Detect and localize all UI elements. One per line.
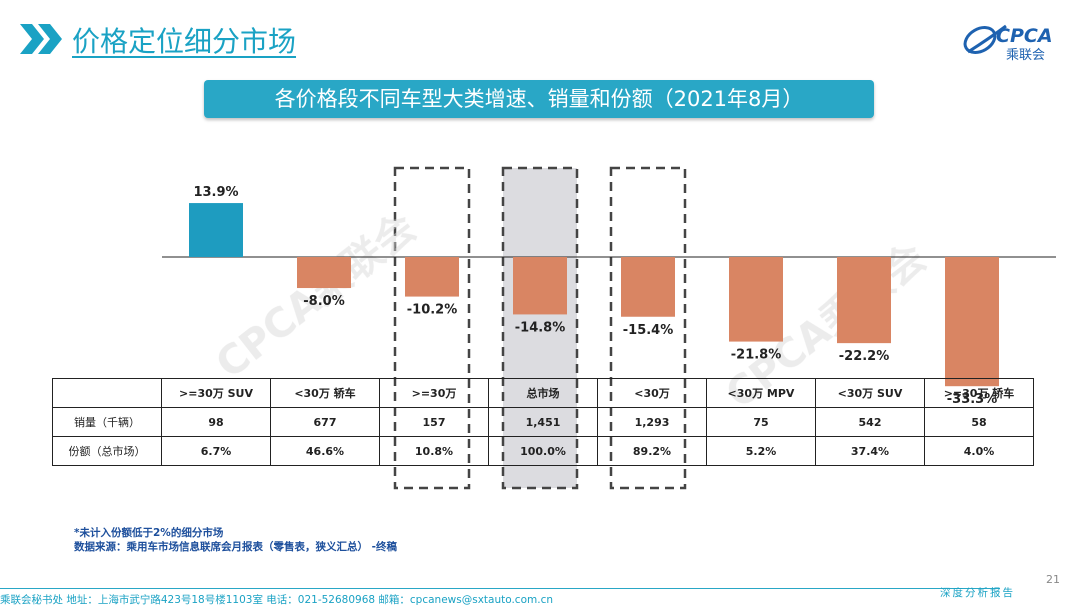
chart-subtitle: 各价格段不同车型大类增速、销量和份额（2021年8月）	[204, 80, 874, 118]
table-header-cell-0: >=30万 SUV	[161, 378, 271, 408]
bar-label-5: -21.8%	[731, 348, 782, 363]
bar-1	[297, 257, 351, 289]
table-cell: 5.2%	[706, 436, 816, 466]
bar-label-0: 13.9%	[193, 185, 238, 200]
bar-6	[837, 257, 891, 344]
table-cell: 75	[706, 407, 816, 437]
table-row-label: 销量（千辆）	[52, 407, 162, 437]
bar-label-6: -22.2%	[839, 349, 890, 364]
bar-label-1: -8.0%	[303, 294, 344, 309]
table-row-label: 份额（总市场）	[52, 436, 162, 466]
table-cell: 37.4%	[815, 436, 925, 466]
bar-label-4: -15.4%	[623, 323, 674, 338]
table-cell: 1,293	[597, 407, 707, 437]
table-cell: 157	[379, 407, 489, 437]
report-tag: 深度分析报告	[940, 587, 1015, 599]
logo-subtext: 乘联会	[1006, 48, 1045, 63]
table-cell: 542	[815, 407, 925, 437]
table-header-cell-4: <30万	[597, 378, 707, 408]
bar-4	[621, 257, 675, 317]
bar-label-2: -10.2%	[407, 303, 458, 318]
table-header-cell-6: <30万 SUV	[815, 378, 925, 408]
table-header-row: >=30万 SUV <30万 轿车 >=30万 总市场 <30万 <30万 MPV <30万…	[52, 378, 1034, 408]
table-header-cell-7: >=30万 轿车	[924, 378, 1034, 408]
table-header-cell-3: 总市场	[488, 378, 598, 408]
table-row-sales: 销量（千辆） 98 677 157 1,451 1,293 75 542 58	[52, 407, 1034, 437]
table-cell: 6.7%	[161, 436, 271, 466]
footer-divider	[0, 588, 1000, 589]
table-corner-cell	[52, 378, 162, 408]
bar-label-3: -14.8%	[515, 320, 566, 335]
data-table: >=30万 SUV <30万 轿车 >=30万 总市场 <30万 <30万 MPV <30万…	[52, 378, 1034, 466]
cpca-logo: CPCA 乘联会	[963, 24, 1053, 63]
notes: *未计入份额低于2%的细分市场 数据来源：乘用车市场信息联席会月报表（零售表，狭…	[74, 526, 397, 554]
note-exclusion: *未计入份额低于2%的细分市场	[74, 527, 224, 539]
chevron-icons	[20, 24, 62, 54]
table-cell: 98	[161, 407, 271, 437]
note-source: 数据来源：乘用车市场信息联席会月报表（零售表，狭义汇总） -终稿	[74, 541, 398, 553]
bar-7	[945, 257, 999, 387]
page-number: 21	[1046, 573, 1060, 586]
table-header-cell-5: <30万 MPV	[706, 378, 816, 408]
bar-5	[729, 257, 783, 342]
table-cell: 100.0%	[488, 436, 598, 466]
footer-text: 乘联会秘书处 地址：上海市武宁路423号18号楼1103室 电话：021-526…	[0, 594, 554, 606]
logo-text: CPCA	[996, 25, 1053, 47]
page-title: 价格定位细分市场	[72, 25, 297, 58]
table-row-share: 份额（总市场） 6.7% 46.6% 10.8% 100.0% 89.2% 5.2% 37.4…	[52, 436, 1034, 466]
table-header-cell-2: >=30万	[379, 378, 489, 408]
table-cell: 1,451	[488, 407, 598, 437]
table-cell: 58	[924, 407, 1034, 437]
table-cell: 4.0%	[924, 436, 1034, 466]
bar-3	[513, 257, 567, 315]
highlight-box-4	[609, 166, 687, 490]
table-header-cell-1: <30万 轿车	[270, 378, 380, 408]
highlight-box-2	[393, 166, 471, 490]
table-cell: 677	[270, 407, 380, 437]
table-cell: 46.6%	[270, 436, 380, 466]
table-cell: 89.2%	[597, 436, 707, 466]
bar-0	[189, 203, 243, 257]
bar-2	[405, 257, 459, 297]
table-cell: 10.8%	[379, 436, 489, 466]
